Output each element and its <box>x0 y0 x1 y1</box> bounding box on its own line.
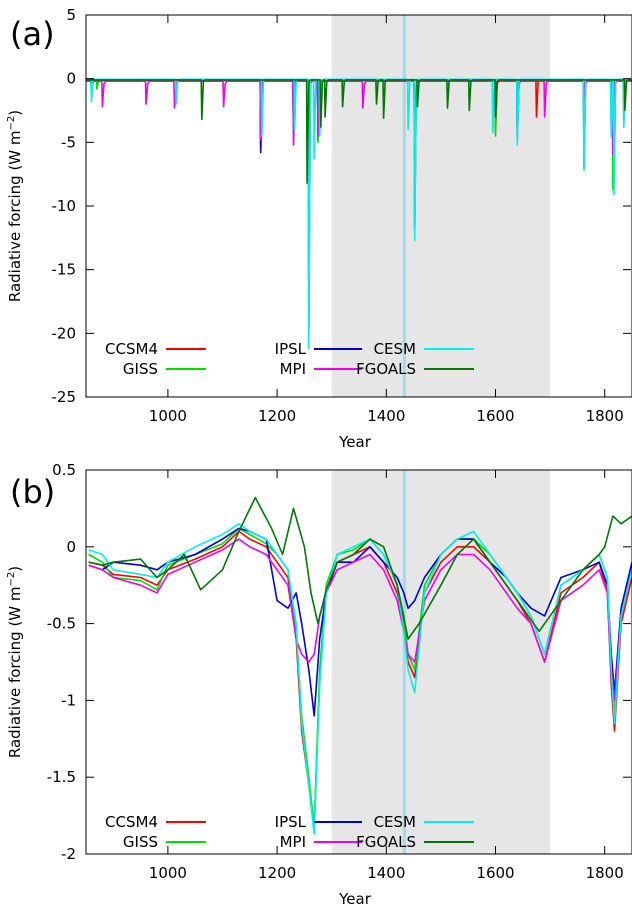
y-axis-label: Radiative forcing (W m−2) <box>6 110 24 302</box>
x-tick-label: 1400 <box>367 864 405 882</box>
y-tick-label: 0 <box>66 538 76 556</box>
legend-label: IPSL <box>275 340 307 358</box>
y-tick-label: -1.5 <box>47 768 76 786</box>
series-group <box>86 78 632 350</box>
legend-label: MPI <box>280 360 306 378</box>
legend-label: FGOALS <box>356 833 416 851</box>
y-tick-label: -20 <box>52 324 77 342</box>
x-tick-label: 1000 <box>149 864 187 882</box>
y-tick-label: 0 <box>66 70 76 88</box>
panel-b: 1000 1200 1400 1600 1800 0.5 0 -0.5 -1 -1.5 -2 Year… <box>6 461 632 907</box>
y-tick-label: -2 <box>61 845 76 863</box>
x-tick-label: 1400 <box>367 407 405 425</box>
panel-label: (a) <box>10 15 55 53</box>
legend-label: CESM <box>374 340 416 358</box>
y-tick-label: -1 <box>61 691 76 709</box>
x-tick-label: 1600 <box>476 407 514 425</box>
y-axis-label: Radiative forcing (W m−2) <box>6 566 24 758</box>
panel-label: (b) <box>10 473 55 511</box>
legend-label: MPI <box>280 833 306 851</box>
panel-a: 1000 1200 1400 1600 1800 5 0 -5 -10 -15 -20 -25 Year… <box>6 6 632 451</box>
legend-label: CESM <box>374 813 416 831</box>
shaded-region <box>331 470 551 854</box>
x-axis-label: Year <box>338 890 372 907</box>
legend-label: CCSM4 <box>105 340 158 358</box>
y-tick-label: -15 <box>52 261 77 279</box>
y-tick-label: -10 <box>52 197 77 215</box>
x-tick-label: 1800 <box>586 864 624 882</box>
y-tick-label: -5 <box>61 133 76 151</box>
series-line-cesm <box>88 523 632 835</box>
series-line-cesm <box>86 78 632 350</box>
x-tick-label: 1200 <box>258 407 296 425</box>
y-tick-label: 5 <box>66 6 76 24</box>
y-tick-label: -25 <box>52 388 77 406</box>
series-line-fgoals <box>86 79 632 184</box>
series-group <box>88 496 632 835</box>
legend-label: FGOALS <box>356 360 416 378</box>
x-tick-label: 1000 <box>149 407 187 425</box>
series-line-mpi <box>88 538 632 702</box>
shaded-highlight <box>402 470 406 854</box>
legend-label: GISS <box>123 360 158 378</box>
plot-frame <box>85 469 632 855</box>
legend-label: IPSL <box>275 813 307 831</box>
series-line-ipsl <box>88 527 632 717</box>
y-tick-label: 0.5 <box>52 461 76 479</box>
shaded-region <box>331 15 551 397</box>
shaded-highlight <box>402 15 406 397</box>
x-axis-label: Year <box>338 433 372 451</box>
y-tick-label: -0.5 <box>47 615 76 633</box>
x-tick-label: 1600 <box>476 864 514 882</box>
series-line-fgoals <box>88 496 632 640</box>
x-tick-label: 1800 <box>586 407 624 425</box>
x-tick-label: 1200 <box>258 864 296 882</box>
legend-label: GISS <box>123 833 158 851</box>
legend-label: CCSM4 <box>105 813 158 831</box>
